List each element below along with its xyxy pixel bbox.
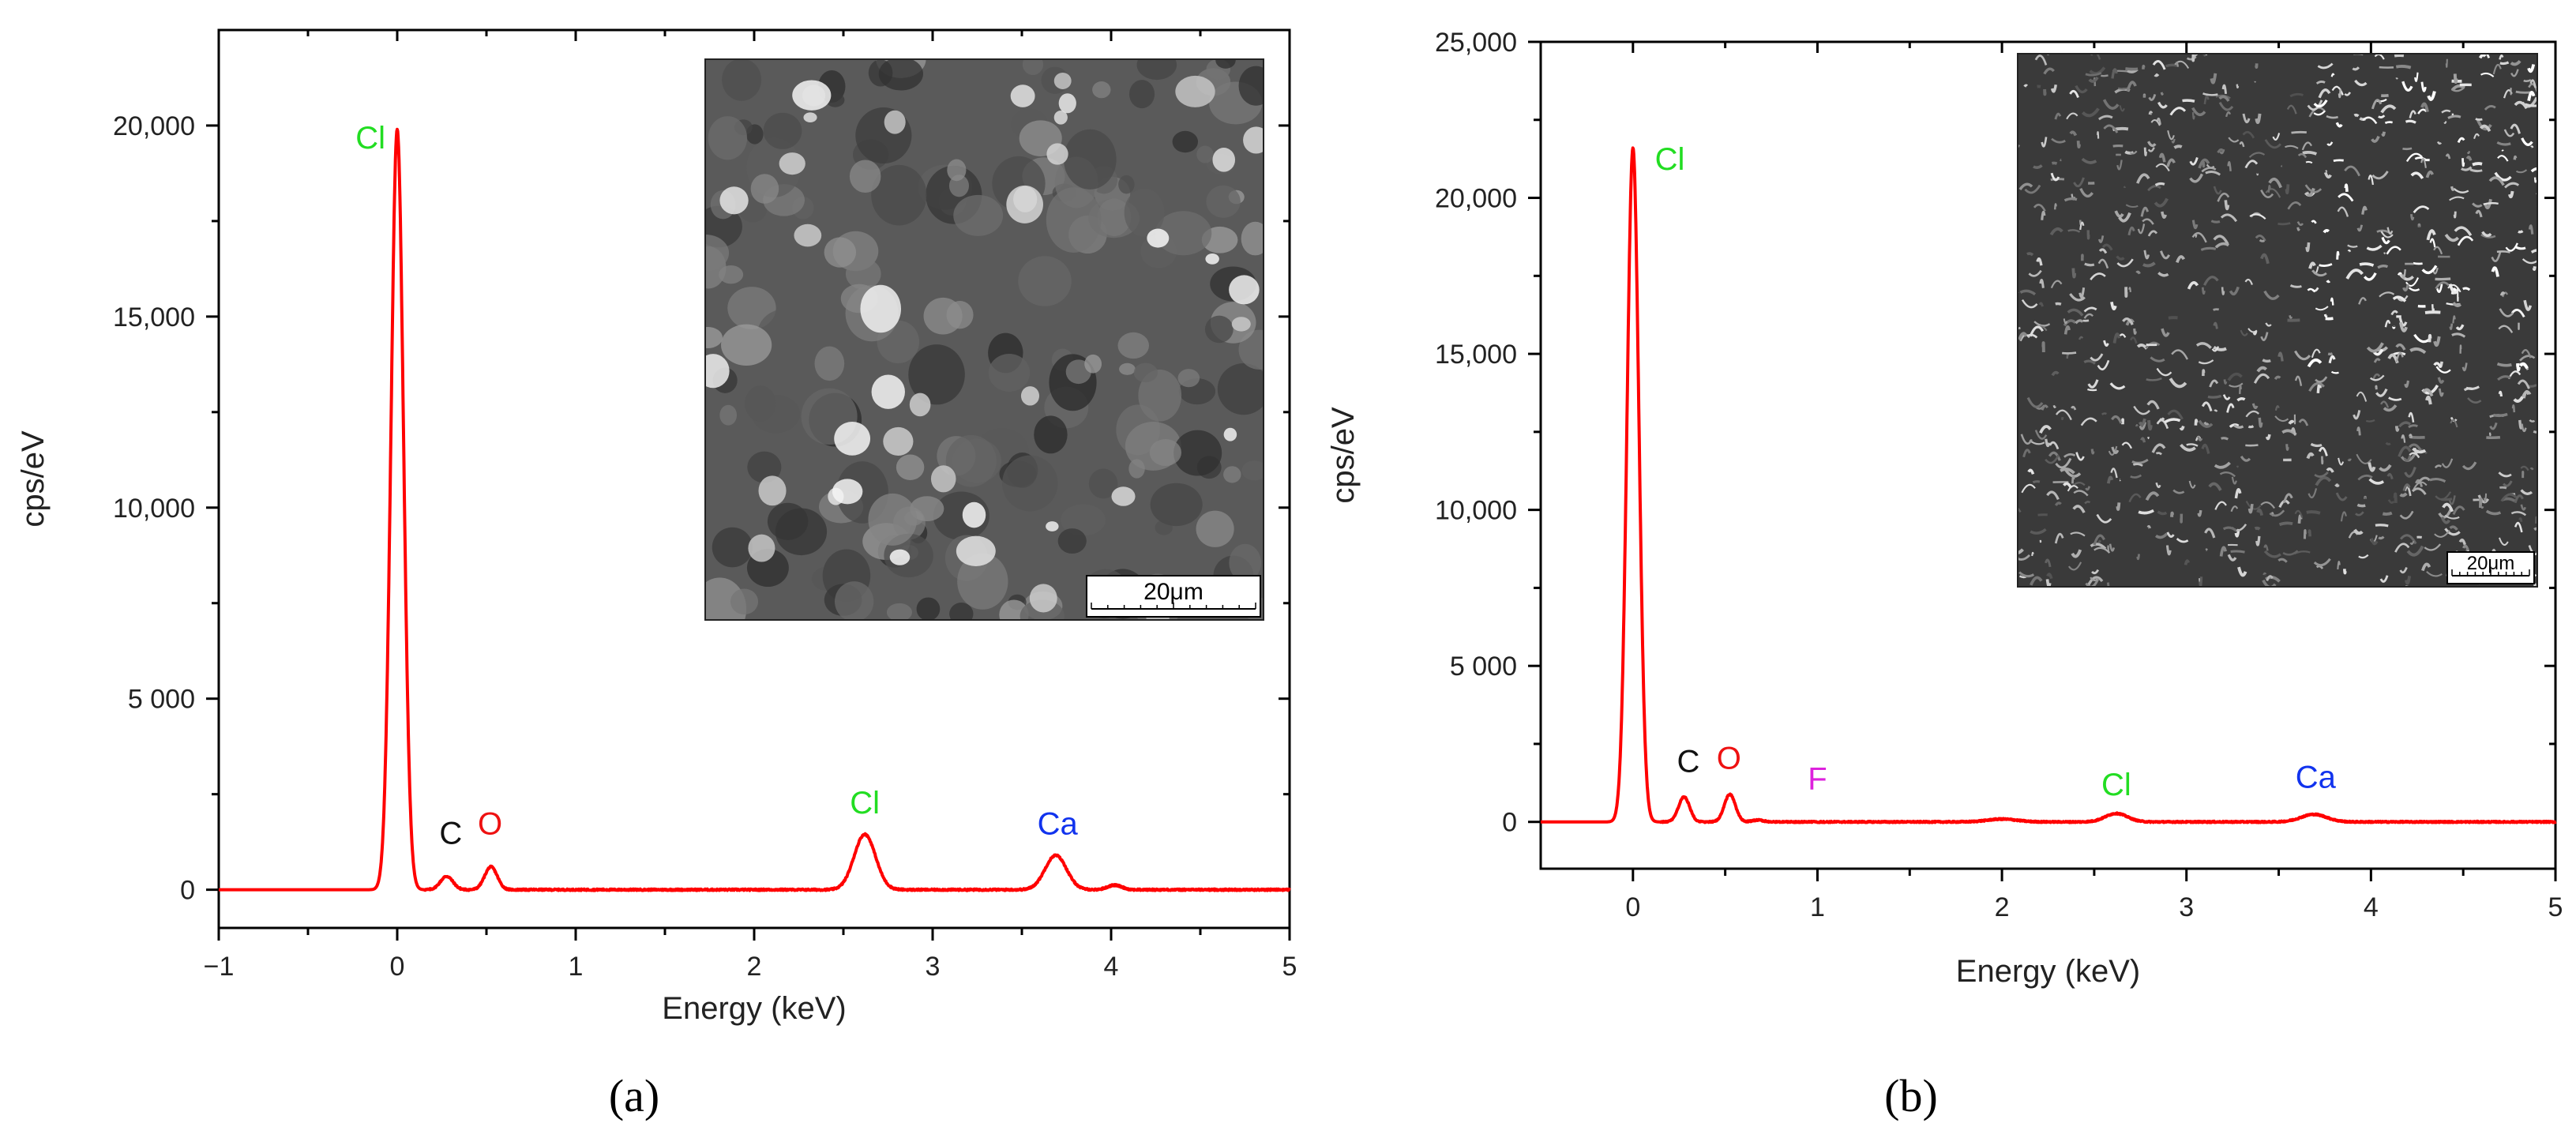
x-tick-label: 4: [1104, 952, 1119, 982]
y-tick-label: 0: [180, 876, 195, 906]
panel-b: 0 1 2 3 4 5 0 5 000 10,000 15,000 20,000 25,000 20μ…: [1326, 28, 2563, 1121]
x-tick-label: 0: [1625, 892, 1640, 922]
panel-a: −1 0 1 2 3 4 5 0 5 000 10,000 15,000 20,000 20μm Cl…: [16, 28, 1297, 1121]
peak-labels: Cl C O F Cl Ca: [1655, 142, 2337, 802]
y-tick-label: 5 000: [1450, 652, 1517, 682]
sem-inset-image: 20μm: [704, 58, 1264, 621]
y-axis-label: cps/eV: [1326, 407, 1361, 504]
y-tick-label: 15,000: [1435, 340, 1517, 370]
y-tick-label: 10,000: [113, 494, 195, 524]
peak-label: Cl: [355, 121, 385, 156]
spectrum-line: [1539, 146, 2557, 824]
y-axis-label: cps/eV: [16, 430, 51, 528]
scale-bar-box: [2446, 551, 2535, 584]
x-tick-label: 4: [2364, 892, 2379, 922]
scale-bar-label: 20μm: [2467, 553, 2515, 574]
x-tick-label: −1: [204, 952, 235, 982]
axis-ticks: 0 1 2 3 4 5 0 5 000 10,000 15,000 20,000 25,000: [1435, 28, 2563, 922]
y-tick-label: 15,000: [113, 302, 195, 332]
axis-ticks: −1 0 1 2 3 4 5 0 5 000 10,000 15,000 20,000: [113, 30, 1297, 982]
scale-bar-box: [1086, 575, 1261, 618]
plot-frame: [1539, 40, 2557, 870]
scale-bar-label: 20μm: [1143, 579, 1204, 605]
y-tick-label: 5 000: [128, 685, 195, 715]
x-axis-label: Energy (keV): [1956, 954, 2140, 989]
x-axis-label: Energy (keV): [662, 991, 846, 1026]
peak-label: O: [1717, 742, 1741, 776]
y-tick-label: 20,000: [1435, 184, 1517, 214]
x-tick-label: 1: [1810, 892, 1825, 922]
x-tick-label: 5: [2548, 892, 2563, 922]
peak-label: F: [1808, 761, 1827, 796]
panel-caption: (b): [1884, 1070, 1938, 1121]
peak-label: C: [1677, 745, 1699, 779]
sem-inset-image: 20μm: [2017, 53, 2538, 588]
y-tick-label: 0: [1502, 808, 1517, 838]
peak-label: Ca: [2296, 760, 2337, 794]
peak-label: O: [478, 806, 502, 841]
x-tick-label: 2: [1995, 892, 2010, 922]
peak-labels: Cl C O Cl Ca: [355, 121, 1078, 851]
x-tick-label: 0: [390, 952, 405, 982]
panel-caption: (a): [609, 1070, 659, 1121]
peak-label: Cl: [1655, 142, 1685, 177]
y-tick-label: 20,000: [113, 111, 195, 141]
peak-label: Cl: [850, 786, 880, 821]
x-tick-label: 3: [926, 952, 941, 982]
x-tick-label: 5: [1282, 952, 1297, 982]
x-tick-label: 3: [2179, 892, 2194, 922]
x-tick-label: 1: [569, 952, 584, 982]
peak-label: Cl: [2101, 768, 2131, 802]
spectrum-line: [217, 127, 1291, 892]
peak-label: C: [439, 817, 462, 851]
y-tick-label: 10,000: [1435, 496, 1517, 526]
x-tick-label: 2: [747, 952, 762, 982]
peak-label: Ca: [1038, 806, 1079, 841]
y-tick-label: 25,000: [1435, 28, 1517, 58]
